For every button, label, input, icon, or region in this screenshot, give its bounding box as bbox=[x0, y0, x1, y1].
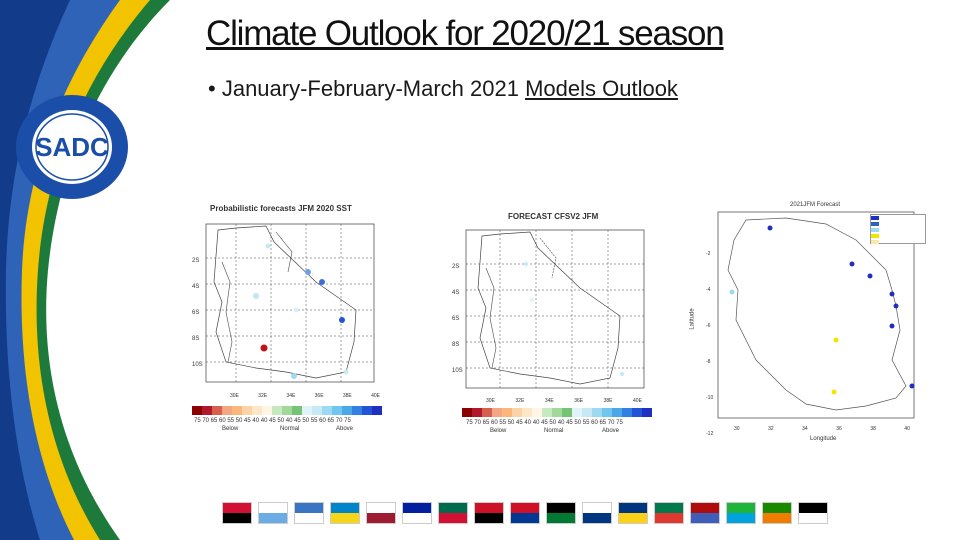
colorbar-swatch bbox=[342, 406, 352, 415]
colorbar-swatch bbox=[232, 406, 242, 415]
slide-bullet: • January-February-March 2021 Models Out… bbox=[208, 76, 678, 101]
colorbar-swatch bbox=[292, 406, 302, 415]
panel2-lat-labels: 2S 4S 6S 8S 10S bbox=[452, 264, 463, 374]
colorbar-swatch bbox=[642, 408, 652, 417]
flag-icon bbox=[330, 502, 360, 524]
colorbar-swatch bbox=[562, 408, 572, 417]
panel1-lat-labels: 2S 4S 6S 8S 10S bbox=[192, 258, 203, 368]
panel-cfsv2-forecast: FORECAST CFSV2 JFM 2S 4S 6S 8S 10S 30E 3… bbox=[446, 208, 656, 460]
colorbar-swatch bbox=[522, 408, 532, 417]
colorbar-swatch bbox=[502, 408, 512, 417]
colorbar-swatch bbox=[612, 408, 622, 417]
colorbar-swatch bbox=[372, 406, 382, 415]
panel3-x-ticks: 30 32 34 36 38 40 bbox=[734, 426, 910, 432]
flag-icon bbox=[258, 502, 288, 524]
colorbar-swatch bbox=[472, 408, 482, 417]
colorbar-swatch bbox=[302, 406, 312, 415]
sadc-logo: SADC bbox=[16, 95, 128, 199]
legend-entry bbox=[871, 239, 925, 245]
flag-icon bbox=[402, 502, 432, 524]
colorbar-swatch bbox=[282, 406, 292, 415]
panel3-ylabel: Latitude bbox=[689, 308, 696, 330]
colorbar-swatch bbox=[362, 406, 372, 415]
panel3-xlabel: Longitude bbox=[810, 436, 837, 442]
colorbar-swatch bbox=[532, 408, 542, 417]
colorbar-swatch bbox=[462, 408, 472, 417]
flag-icon bbox=[222, 502, 252, 524]
panel2-lon-labels: 30E 32E 34E 36E 38E 40E bbox=[486, 398, 642, 404]
bullet-prefix: January-February-March 2021 bbox=[221, 76, 526, 101]
flag-icon bbox=[654, 502, 684, 524]
colorbar-swatch bbox=[352, 406, 362, 415]
colorbar-swatch bbox=[332, 406, 342, 415]
panel1-lon-labels: 30E 32E 34E 36E 38E 40E bbox=[230, 393, 380, 399]
panel2-title: FORECAST CFSV2 JFM bbox=[508, 212, 599, 221]
panel1-title: Probabilistic forecasts JFM 2020 SST bbox=[210, 204, 352, 213]
colorbar-swatch bbox=[212, 406, 222, 415]
colorbar-swatch bbox=[262, 406, 272, 415]
colorbar-swatch bbox=[312, 406, 322, 415]
flag-icon bbox=[726, 502, 756, 524]
flag-icon bbox=[798, 502, 828, 524]
flag-icon bbox=[582, 502, 612, 524]
legend-entry bbox=[871, 215, 925, 221]
flag-icon bbox=[546, 502, 576, 524]
colorbar-swatch bbox=[492, 408, 502, 417]
flag-icon bbox=[474, 502, 504, 524]
panel1-map bbox=[205, 223, 375, 383]
colorbar-swatch bbox=[572, 408, 582, 417]
panel-probabilistic-sst: Probabilistic forecasts JFM 2020 SST 2S … bbox=[186, 200, 396, 460]
panel2-map bbox=[465, 229, 645, 389]
legend-entry bbox=[871, 227, 925, 233]
panel-2021jfm-forecast: 2021JFM Forecast -2 -4 -6 -8 -10 -12 Lat… bbox=[690, 200, 930, 450]
colorbar-swatch bbox=[622, 408, 632, 417]
panel3-y-ticks: -2 -4 -6 -8 -10 -12 bbox=[706, 251, 714, 437]
colorbar-swatch bbox=[582, 408, 592, 417]
flag-icon bbox=[618, 502, 648, 524]
colorbar-swatch bbox=[512, 408, 522, 417]
panel1-colorbar bbox=[192, 406, 382, 415]
colorbar-swatch bbox=[542, 408, 552, 417]
colorbar-swatch bbox=[242, 406, 252, 415]
colorbar-swatch bbox=[592, 408, 602, 417]
colorbar-swatch bbox=[202, 406, 212, 415]
colorbar-swatch bbox=[552, 408, 562, 417]
decorative-swoosh bbox=[0, 0, 170, 540]
panel3-legend bbox=[870, 214, 926, 244]
panel3-map bbox=[717, 211, 915, 419]
slide-title: Climate Outlook for 2020/21 season bbox=[206, 14, 725, 53]
flag-icon bbox=[762, 502, 792, 524]
colorbar-swatch bbox=[322, 406, 332, 415]
legend-entry bbox=[871, 221, 925, 227]
legend-entry bbox=[871, 233, 925, 239]
colorbar-swatch bbox=[252, 406, 262, 415]
member-state-flags bbox=[222, 502, 828, 526]
colorbar-swatch bbox=[222, 406, 232, 415]
colorbar-swatch bbox=[482, 408, 492, 417]
flag-icon bbox=[366, 502, 396, 524]
flag-icon bbox=[438, 502, 468, 524]
panel2-colorbar bbox=[462, 408, 652, 417]
colorbar-swatch bbox=[632, 408, 642, 417]
logo-text: SADC bbox=[35, 132, 109, 162]
flag-icon bbox=[690, 502, 720, 524]
flag-icon bbox=[294, 502, 324, 524]
panel2-colorbar-labels: 75 70 65 60 55 50 45 40 40 45 50 40 45 5… bbox=[466, 420, 623, 426]
colorbar-swatch bbox=[192, 406, 202, 415]
flag-icon bbox=[510, 502, 540, 524]
panel1-colorbar-labels: 75 70 65 60 55 50 45 40 40 45 50 40 45 5… bbox=[194, 418, 351, 424]
panel3-title: 2021JFM Forecast bbox=[790, 202, 841, 208]
colorbar-swatch bbox=[602, 408, 612, 417]
colorbar-swatch bbox=[272, 406, 282, 415]
models-outlook-link[interactable]: Models Outlook bbox=[525, 76, 678, 101]
